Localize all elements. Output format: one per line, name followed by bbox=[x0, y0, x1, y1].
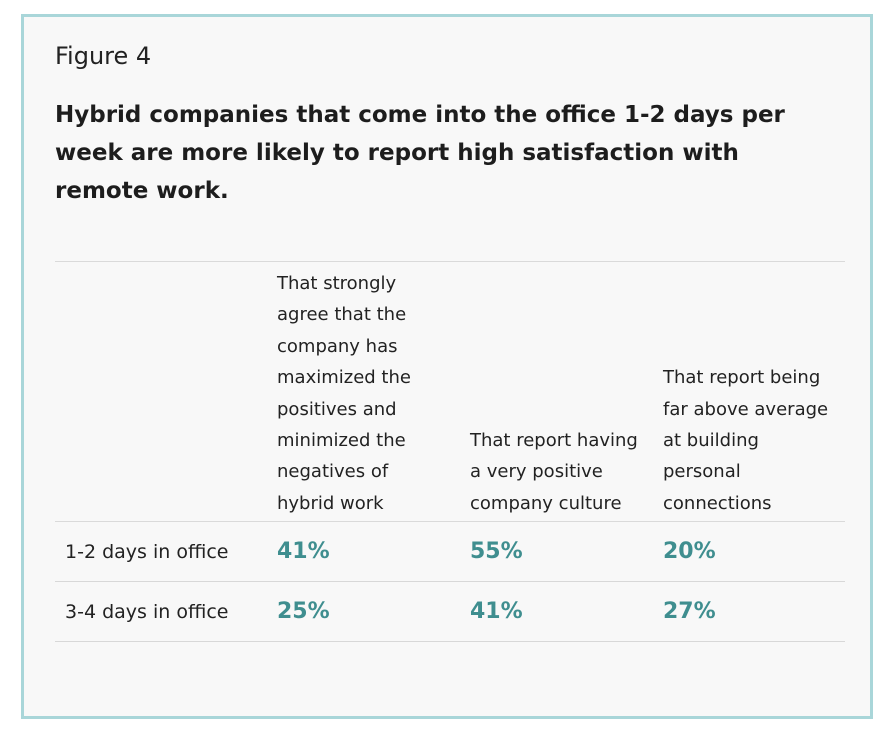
value-cell: 20% bbox=[663, 539, 716, 565]
table-row: 1-2 days in office 41% 55% 20% bbox=[55, 522, 845, 582]
column-header: That report being far above average at b… bbox=[663, 367, 829, 514]
column-header: That strongly agree that the company has… bbox=[277, 273, 411, 514]
figure-card: Figure 4 Hybrid companies that come into… bbox=[21, 14, 873, 719]
value-cell: 25% bbox=[277, 599, 330, 625]
row-label: 1-2 days in office bbox=[65, 540, 229, 563]
figure-label: Figure 4 bbox=[55, 42, 152, 70]
row-label: 3-4 days in office bbox=[65, 600, 229, 623]
data-table: That strongly agree that the company has… bbox=[55, 261, 845, 642]
table-row: 3-4 days in office 25% 41% 27% bbox=[55, 582, 845, 642]
value-cell: 27% bbox=[663, 599, 716, 625]
table-header-row: That strongly agree that the company has… bbox=[55, 261, 845, 522]
value-cell: 41% bbox=[470, 599, 523, 625]
figure-title: Hybrid companies that come into the offi… bbox=[55, 102, 785, 204]
table-corner-cell bbox=[55, 262, 267, 522]
value-cell: 55% bbox=[470, 539, 523, 565]
column-header: That report having a very positive compa… bbox=[470, 430, 638, 514]
value-cell: 41% bbox=[277, 539, 330, 565]
